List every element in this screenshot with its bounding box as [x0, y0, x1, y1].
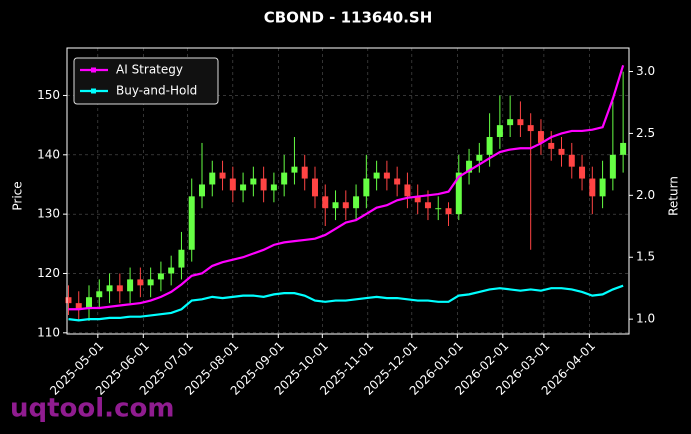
candle-body — [394, 178, 401, 185]
candle-body — [476, 154, 483, 161]
candle-body — [188, 196, 195, 250]
candle-body — [301, 166, 308, 179]
candle-body — [353, 196, 360, 209]
y-tick-label: 120 — [37, 266, 60, 280]
candle-body — [322, 196, 329, 209]
y-axis-label: Price — [11, 181, 25, 210]
candle-body — [517, 119, 524, 126]
candle-body — [537, 131, 544, 143]
candle-body — [558, 148, 565, 155]
y2-tick-label: 1.5 — [636, 250, 655, 264]
candle-body — [466, 160, 473, 173]
candle-body — [86, 297, 93, 310]
candle-body — [116, 285, 123, 292]
candle-body — [219, 172, 226, 179]
candle-body — [342, 202, 349, 209]
return-line — [68, 65, 625, 311]
candle-body — [435, 208, 442, 210]
candle-body — [291, 166, 298, 173]
watermark: uqtool.com — [10, 394, 174, 424]
candle-body — [127, 279, 134, 292]
y2-tick-label: 3.0 — [636, 64, 655, 78]
candle-body — [106, 285, 113, 292]
y2-tick-label: 2.0 — [636, 188, 655, 202]
legend-label: Buy-and-Hold — [116, 84, 197, 98]
y2-tick-label: 2.5 — [636, 126, 655, 140]
candle-body — [240, 184, 247, 191]
candle-body — [157, 273, 164, 280]
return-line — [68, 284, 624, 322]
legend-box — [73, 57, 219, 105]
y-tick-label: 140 — [37, 147, 60, 161]
candle-body — [424, 202, 431, 209]
candle-body — [332, 202, 339, 209]
candle-body — [311, 178, 318, 197]
candle-body — [363, 178, 370, 197]
candle-body — [455, 172, 462, 215]
candle-body — [599, 178, 606, 197]
candle-body — [270, 184, 277, 191]
legend-marker — [91, 67, 96, 73]
y-tick-label: 110 — [37, 325, 60, 339]
candle-body — [507, 119, 514, 126]
candle-body — [147, 279, 154, 286]
candle-body — [589, 178, 596, 197]
candle-body — [65, 297, 72, 304]
candle-body — [75, 303, 82, 310]
candle-body — [198, 184, 205, 197]
candle-body — [568, 154, 575, 167]
candle-body — [445, 208, 452, 215]
candle-body — [209, 172, 216, 185]
chart-title: CBOND - 113640.SH — [264, 9, 433, 27]
candle-body — [548, 142, 555, 149]
y-tick-label: 150 — [37, 88, 60, 102]
candle-body — [260, 178, 267, 191]
candle-body — [527, 125, 534, 132]
candle-body — [373, 172, 380, 179]
candle-body — [281, 172, 288, 185]
candle-body — [96, 291, 103, 298]
candle-body — [496, 125, 503, 138]
candle-body — [404, 184, 411, 197]
candle-body — [250, 178, 257, 185]
y2-tick-label: 1.0 — [636, 312, 655, 326]
candle-body — [609, 154, 616, 179]
candle-body — [486, 137, 493, 155]
candle-body — [579, 166, 586, 179]
legend-label: AI Strategy — [116, 63, 183, 77]
candle-body — [137, 279, 144, 286]
candle-body — [168, 267, 175, 274]
plot-frame — [66, 47, 630, 335]
candle-body — [383, 172, 390, 179]
candle-body — [414, 196, 421, 203]
legend-marker — [91, 88, 96, 94]
candle-body — [178, 249, 185, 268]
y-tick-label: 130 — [37, 207, 60, 221]
candle-body — [229, 178, 236, 191]
y2-axis-label: Return — [667, 176, 681, 216]
candle-body — [620, 142, 627, 155]
